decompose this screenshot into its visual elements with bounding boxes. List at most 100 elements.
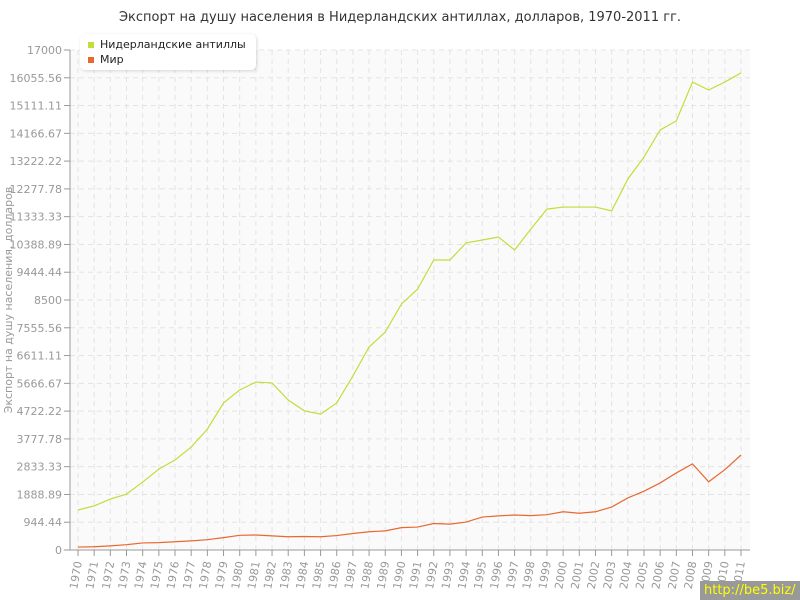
data-point <box>223 402 225 404</box>
series-line-0 <box>77 72 742 511</box>
data-point <box>578 512 580 514</box>
x-tick-label: 1973 <box>116 560 134 590</box>
y-tick-label: 11333.33 <box>10 211 63 224</box>
x-tick-label: 2005 <box>633 560 651 590</box>
data-point <box>126 493 128 495</box>
legend-item-world[interactable]: Мир <box>88 52 246 67</box>
x-tick-label: 1986 <box>326 560 344 590</box>
data-point <box>190 540 192 542</box>
data-point <box>659 482 661 484</box>
data-point <box>708 481 710 483</box>
y-tick-label: 0 <box>55 544 62 557</box>
x-tick-label: 1993 <box>439 560 457 590</box>
series-line-1 <box>77 454 742 548</box>
data-point <box>562 511 564 513</box>
y-tick-label: 16055.56 <box>10 72 63 85</box>
data-point <box>336 402 338 404</box>
data-point <box>303 410 305 412</box>
x-tick-label: 1998 <box>520 560 538 590</box>
data-point <box>93 505 95 507</box>
x-tick-label: 1990 <box>391 560 409 590</box>
x-tick-label: 1976 <box>164 560 182 590</box>
legend-swatch <box>88 57 94 63</box>
data-point <box>320 536 322 538</box>
data-point <box>562 206 564 208</box>
data-point <box>514 514 516 516</box>
data-point <box>578 206 580 208</box>
data-point <box>659 129 661 131</box>
data-point <box>514 249 516 251</box>
data-point <box>481 516 483 518</box>
data-point <box>546 208 548 210</box>
x-tick-label: 1991 <box>407 560 425 590</box>
x-tick-label: 1970 <box>67 560 85 590</box>
x-tick-label: 2003 <box>601 560 619 590</box>
x-tick-label: 1992 <box>423 560 441 590</box>
data-point <box>336 535 338 537</box>
data-point <box>400 303 402 305</box>
data-point <box>109 498 111 500</box>
x-tick-label: 1978 <box>197 560 215 590</box>
data-point <box>158 468 160 470</box>
x-tick-label: 1982 <box>261 560 279 590</box>
data-point <box>417 288 419 290</box>
data-point <box>255 381 257 383</box>
data-point <box>255 534 257 536</box>
data-point <box>691 81 693 83</box>
y-tick-label: 7555.56 <box>17 322 63 335</box>
data-point <box>449 259 451 261</box>
data-point <box>465 242 467 244</box>
x-tick-label: 1974 <box>132 560 150 590</box>
x-tick-label: 1983 <box>278 560 296 590</box>
y-tick-label: 4722.22 <box>17 405 63 418</box>
x-tick-label: 1971 <box>83 560 101 590</box>
data-point <box>287 536 289 538</box>
x-tick-label: 2000 <box>552 560 570 590</box>
legend-item-antilles[interactable]: Нидерландские антиллы <box>88 37 246 52</box>
data-point <box>497 515 499 517</box>
watermark[interactable]: http://be5.biz/ <box>700 581 800 600</box>
data-point <box>594 511 596 513</box>
x-tick-label: 1996 <box>488 560 506 590</box>
x-tick-label: 1989 <box>375 560 393 590</box>
data-point <box>546 514 548 516</box>
data-point <box>368 346 370 348</box>
x-tick-label: 1980 <box>229 560 247 590</box>
data-point <box>271 382 273 384</box>
data-point <box>271 535 273 537</box>
data-point <box>368 531 370 533</box>
data-point <box>142 542 144 544</box>
data-point <box>643 490 645 492</box>
data-point <box>77 509 79 511</box>
data-point <box>206 539 208 541</box>
data-point <box>530 515 532 517</box>
data-point <box>594 206 596 208</box>
x-tick-label: 1988 <box>358 560 376 590</box>
x-tick-label: 1997 <box>504 560 522 590</box>
x-tick-label: 1972 <box>100 560 118 590</box>
data-point <box>611 506 613 508</box>
data-point <box>223 537 225 539</box>
x-tick-label: 1979 <box>213 560 231 590</box>
data-point <box>174 541 176 543</box>
x-tick-label: 1984 <box>294 560 312 590</box>
data-point <box>481 239 483 241</box>
data-point <box>530 228 532 230</box>
legend-swatch <box>88 42 94 48</box>
data-point <box>206 428 208 430</box>
x-tick-label: 2006 <box>649 560 667 590</box>
data-point <box>497 236 499 238</box>
data-point <box>352 375 354 377</box>
x-tick-label: 1981 <box>245 560 263 590</box>
data-point <box>627 497 629 499</box>
data-point <box>126 544 128 546</box>
x-tick-label: 1977 <box>180 560 198 590</box>
data-point <box>93 546 95 548</box>
data-point <box>142 481 144 483</box>
x-tick-label: 1999 <box>536 560 554 590</box>
x-tick-label: 1987 <box>342 560 360 590</box>
data-point <box>174 459 176 461</box>
y-tick-label: 13222.22 <box>10 155 63 168</box>
data-point <box>691 463 693 465</box>
